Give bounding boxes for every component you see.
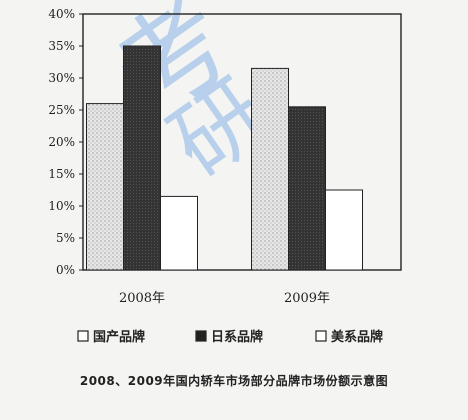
- y-tick-label: 15%: [48, 167, 75, 181]
- legend-swatch: [315, 330, 327, 342]
- legend-label: 国产品牌: [93, 329, 145, 345]
- y-tick-label: 35%: [48, 39, 75, 53]
- y-tick-label: 10%: [48, 199, 75, 213]
- y-tick-label: 20%: [48, 135, 75, 149]
- legend: 国产品牌 日系品牌 美系品牌: [77, 329, 383, 345]
- bar-japanese-2: [288, 106, 326, 271]
- legend-label: 日系品牌: [211, 329, 263, 345]
- x-tick-label: 2009年: [284, 291, 330, 306]
- chart-caption: 2008、2009年国内轿车市场部分品牌市场份额示意图: [79, 374, 389, 388]
- bar-american-1: [160, 195, 198, 271]
- y-tick-label: 25%: [48, 103, 75, 117]
- y-tick-label: 0%: [56, 263, 75, 277]
- bar-japanese-1: [123, 45, 161, 271]
- bar-domestic-1: [86, 103, 124, 271]
- bar-domestic-2: [251, 67, 289, 271]
- y-tick-label: 5%: [56, 231, 75, 245]
- x-tick-label: 2008年: [119, 291, 165, 306]
- y-tick-label: 30%: [48, 71, 75, 85]
- legend-swatch: [77, 330, 89, 342]
- legend-label: 美系品牌: [331, 329, 383, 345]
- legend-swatch: [195, 330, 207, 342]
- y-tick-label: 40%: [48, 7, 75, 21]
- bar-american-2: [325, 189, 363, 271]
